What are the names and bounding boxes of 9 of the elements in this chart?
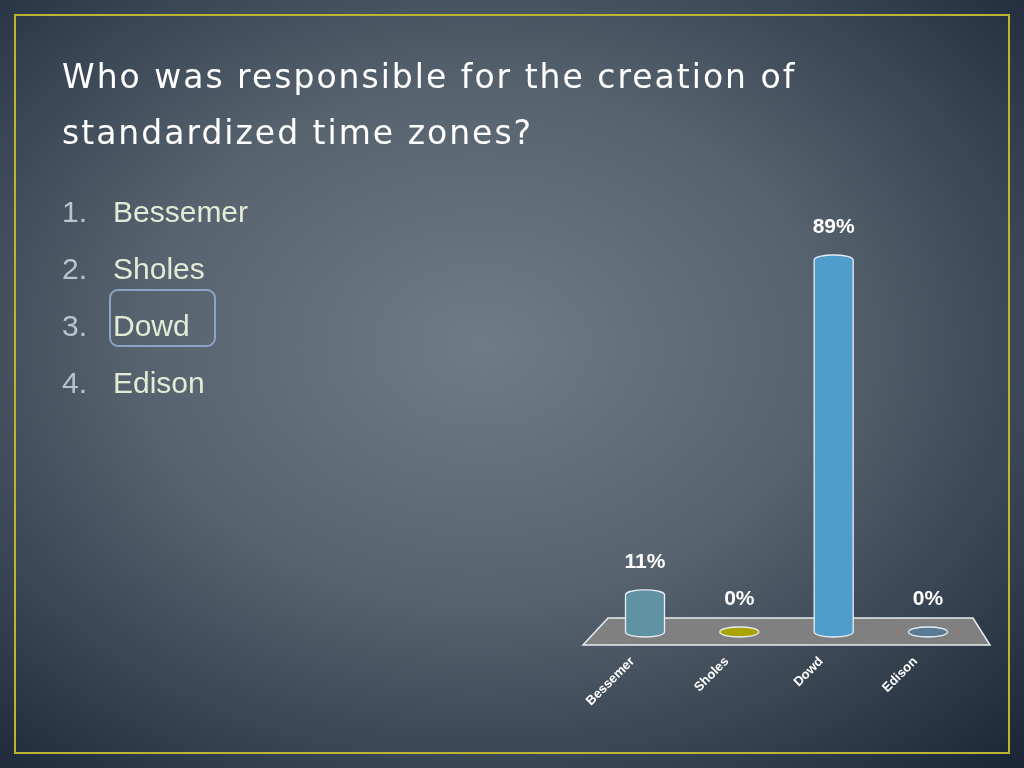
chart-title: Who was responsible for the creation of standardized time zones? (62, 57, 797, 152)
text: 1. Bessemer (62, 195, 249, 228)
text: 3. Dowd (62, 309, 190, 342)
data-label: 11% (624, 548, 666, 572)
data-label: 89% (812, 214, 856, 237)
text: 2. Sholes (62, 252, 205, 285)
text: 4. Edison (62, 366, 205, 399)
data-label: 0% (912, 586, 944, 609)
data-label: 0% (724, 586, 755, 609)
